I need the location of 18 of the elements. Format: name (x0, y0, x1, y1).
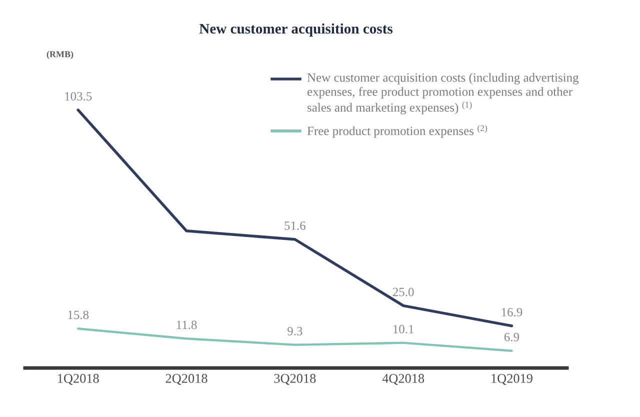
x-tick-label: 1Q2018 (58, 374, 99, 385)
data-label: 103.5 (65, 92, 92, 101)
x-tick-label: 4Q2018 (382, 374, 424, 385)
legend-label: New customer acquisition costs (including advertising expenses, free product promotion expenses and other sales and marketing expenses) $^{(1)}$ (307, 73, 579, 114)
data-label: 25.0 (392, 288, 414, 296)
data-label: 16.9 (502, 308, 522, 316)
data-label: 15.8 (68, 310, 89, 320)
x-tick-label: 1Q2019 (492, 374, 532, 385)
text: (RMB) (46, 50, 74, 60)
x-tick-label: 2Q2018 (166, 374, 208, 385)
data-label: 6.9 (504, 332, 520, 342)
data-label: 11.8 (176, 320, 197, 330)
data-label: 51.6 (284, 221, 306, 230)
legend-label: Free product promotion expenses $^{(2)}$ (307, 124, 488, 138)
chart-title: New customer acquisition costs (199, 23, 393, 37)
data-label: 9.3 (288, 326, 302, 336)
data-label: 10.1 (393, 324, 414, 334)
x-tick-label: 3Q2018 (274, 374, 316, 385)
